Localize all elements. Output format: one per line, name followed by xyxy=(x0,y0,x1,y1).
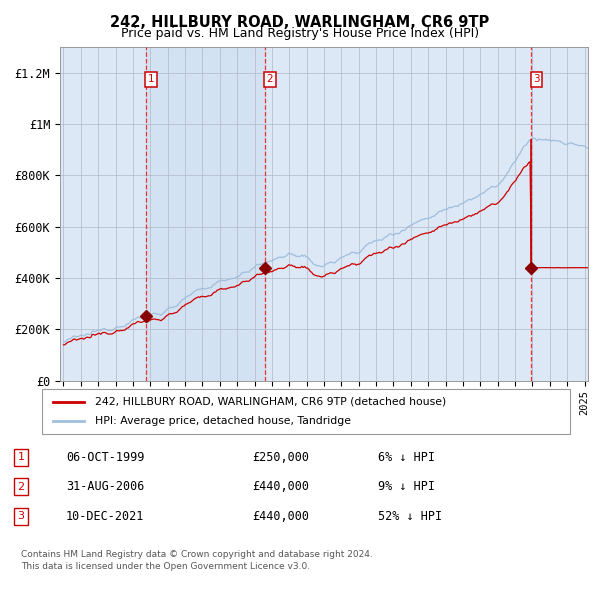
Text: 9% ↓ HPI: 9% ↓ HPI xyxy=(378,480,435,493)
Text: 3: 3 xyxy=(533,74,540,84)
Text: £440,000: £440,000 xyxy=(252,480,309,493)
Text: 2: 2 xyxy=(266,74,274,84)
Text: 242, HILLBURY ROAD, WARLINGHAM, CR6 9TP (detached house): 242, HILLBURY ROAD, WARLINGHAM, CR6 9TP … xyxy=(95,397,446,407)
Bar xyxy=(146,47,265,381)
Text: 31-AUG-2006: 31-AUG-2006 xyxy=(66,480,145,493)
Text: Contains HM Land Registry data © Crown copyright and database right 2024.: Contains HM Land Registry data © Crown c… xyxy=(21,550,373,559)
Text: HPI: Average price, detached house, Tandridge: HPI: Average price, detached house, Tand… xyxy=(95,417,351,426)
Text: £440,000: £440,000 xyxy=(252,510,309,523)
Text: £250,000: £250,000 xyxy=(252,451,309,464)
Text: 52% ↓ HPI: 52% ↓ HPI xyxy=(378,510,442,523)
Text: 06-OCT-1999: 06-OCT-1999 xyxy=(66,451,145,464)
Text: Price paid vs. HM Land Registry's House Price Index (HPI): Price paid vs. HM Land Registry's House … xyxy=(121,27,479,40)
Text: 10-DEC-2021: 10-DEC-2021 xyxy=(66,510,145,523)
Text: 3: 3 xyxy=(17,512,25,521)
Text: 1: 1 xyxy=(17,453,25,462)
Text: 242, HILLBURY ROAD, WARLINGHAM, CR6 9TP: 242, HILLBURY ROAD, WARLINGHAM, CR6 9TP xyxy=(110,15,490,30)
Text: 2: 2 xyxy=(17,482,25,491)
Text: 1: 1 xyxy=(148,74,155,84)
Text: This data is licensed under the Open Government Licence v3.0.: This data is licensed under the Open Gov… xyxy=(21,562,310,571)
Text: 6% ↓ HPI: 6% ↓ HPI xyxy=(378,451,435,464)
